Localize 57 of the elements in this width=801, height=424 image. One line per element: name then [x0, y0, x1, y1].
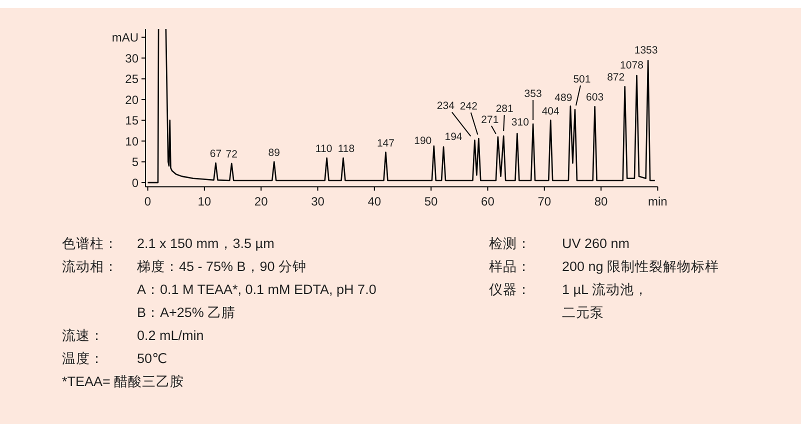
text: 流速：	[62, 328, 104, 343]
text: 检测：	[489, 236, 531, 251]
text: 1 µL 流动池，	[562, 282, 648, 297]
y-tick-label: 25	[125, 72, 139, 86]
annotation: 603	[586, 92, 604, 104]
text: 仪器：	[489, 282, 531, 297]
text: 50℃	[137, 351, 168, 366]
annotation: 310	[511, 116, 530, 129]
text: B：A+25% 乙腈	[137, 305, 236, 320]
annotation: 1353	[634, 44, 658, 57]
x-tick-label: min	[648, 194, 668, 209]
annotation: 147	[376, 137, 395, 150]
text: 200 ng 限制性裂解物标样	[562, 259, 720, 274]
annotation: 190	[414, 135, 432, 148]
y-tick-label: mAU	[112, 30, 138, 44]
annotation: 72	[226, 148, 238, 160]
text: 温度：	[62, 351, 104, 366]
x-tick-label: 70	[538, 194, 552, 209]
annotation: 1078	[620, 59, 644, 72]
text: 0.2 mL/min	[137, 328, 204, 343]
text: 二元泵	[562, 305, 604, 320]
annotation: 353	[524, 88, 542, 100]
annotation: 271	[481, 114, 499, 126]
annotation: 194	[444, 130, 462, 143]
y-tick-label: 5	[132, 155, 139, 169]
annotation: 242	[460, 100, 478, 113]
text: 梯度：45 - 75% B，90 分钟	[136, 259, 307, 274]
annotation: 67	[210, 148, 222, 160]
text: UV 260 nm	[562, 236, 630, 251]
annotation: 489	[554, 92, 572, 104]
y-tick-label: 30	[125, 51, 139, 66]
annotation: 281	[496, 103, 514, 116]
x-tick-label: 40	[368, 194, 382, 209]
annotation: 501	[573, 74, 591, 86]
x-tick-label: 0	[144, 194, 152, 209]
text: A：0.1 M TEAA*, 0.1 mM EDTA, pH 7.0	[137, 282, 376, 297]
text: 样品：	[489, 259, 531, 274]
annotation: 404	[542, 105, 560, 118]
x-tick-label: 30	[311, 194, 325, 209]
annotation: 234	[436, 100, 455, 112]
x-tick-label: 80	[594, 194, 608, 209]
x-tick-label: 50	[424, 194, 438, 209]
annotation: 89	[268, 146, 280, 159]
x-tick-label: 20	[254, 194, 268, 209]
annotation: 872	[607, 72, 625, 84]
text: 流动相：	[62, 259, 118, 274]
text: 2.1 x 150 mm，3.5 µm	[137, 236, 274, 251]
annotation: 110	[315, 143, 332, 156]
y-tick-label: 0	[132, 176, 139, 190]
x-tick-label: 10	[198, 194, 212, 209]
annotation: 118	[338, 143, 355, 156]
text: *TEAA= 醋酸三乙胺	[62, 374, 184, 389]
y-tick-label: 20	[125, 92, 139, 107]
x-tick-label: 60	[481, 194, 495, 209]
y-tick-label: 15	[125, 114, 139, 128]
text: 色谱柱：	[62, 236, 118, 251]
y-tick-label: 10	[125, 134, 139, 148]
